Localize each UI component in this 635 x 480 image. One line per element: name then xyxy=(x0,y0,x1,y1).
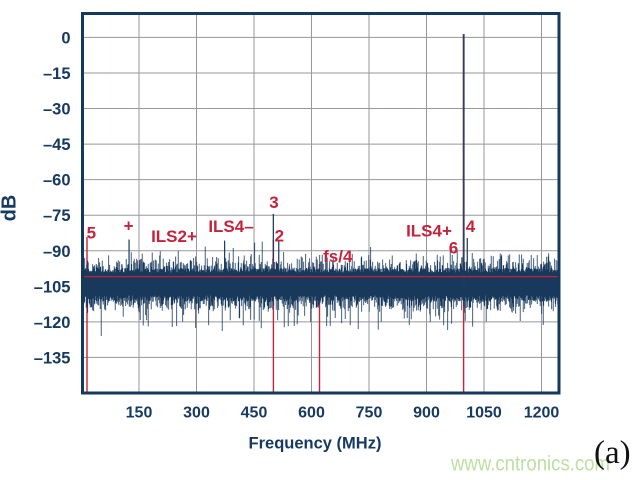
svg-text:150: 150 xyxy=(126,405,153,422)
svg-text:–90: –90 xyxy=(43,243,71,261)
svg-text:fs/4: fs/4 xyxy=(323,247,353,266)
svg-text:www.cntronics.com: www.cntronics.com xyxy=(450,453,610,476)
svg-text:–120: –120 xyxy=(34,314,71,332)
svg-text:ILS4–: ILS4– xyxy=(208,217,253,236)
svg-text:0: 0 xyxy=(61,29,70,47)
svg-text:1200: 1200 xyxy=(524,405,560,422)
svg-text:–45: –45 xyxy=(43,136,71,154)
svg-text:ILS2+: ILS2+ xyxy=(151,227,197,246)
svg-text:–105: –105 xyxy=(34,278,71,296)
svg-text:600: 600 xyxy=(298,405,325,422)
svg-text:(a): (a) xyxy=(594,435,631,471)
svg-text:–60: –60 xyxy=(43,172,71,190)
svg-text:4: 4 xyxy=(466,217,476,236)
svg-text:6: 6 xyxy=(449,239,458,258)
svg-text:ILS4+: ILS4+ xyxy=(406,222,452,241)
svg-text:–75: –75 xyxy=(43,207,71,225)
svg-text:2: 2 xyxy=(275,227,284,246)
svg-text:–30: –30 xyxy=(43,101,71,119)
svg-text:Frequency (MHz): Frequency (MHz) xyxy=(249,434,382,452)
svg-text:3: 3 xyxy=(269,193,278,212)
svg-text:900: 900 xyxy=(413,405,440,422)
svg-text:750: 750 xyxy=(356,405,383,422)
svg-text:–15: –15 xyxy=(43,65,71,83)
svg-text:+: + xyxy=(124,217,134,236)
svg-text:–135: –135 xyxy=(34,349,71,367)
svg-text:300: 300 xyxy=(183,405,210,422)
svg-text:450: 450 xyxy=(241,405,268,422)
svg-text:5: 5 xyxy=(87,224,96,243)
svg-text:dB: dB xyxy=(0,195,21,222)
svg-text:1050: 1050 xyxy=(466,405,502,422)
